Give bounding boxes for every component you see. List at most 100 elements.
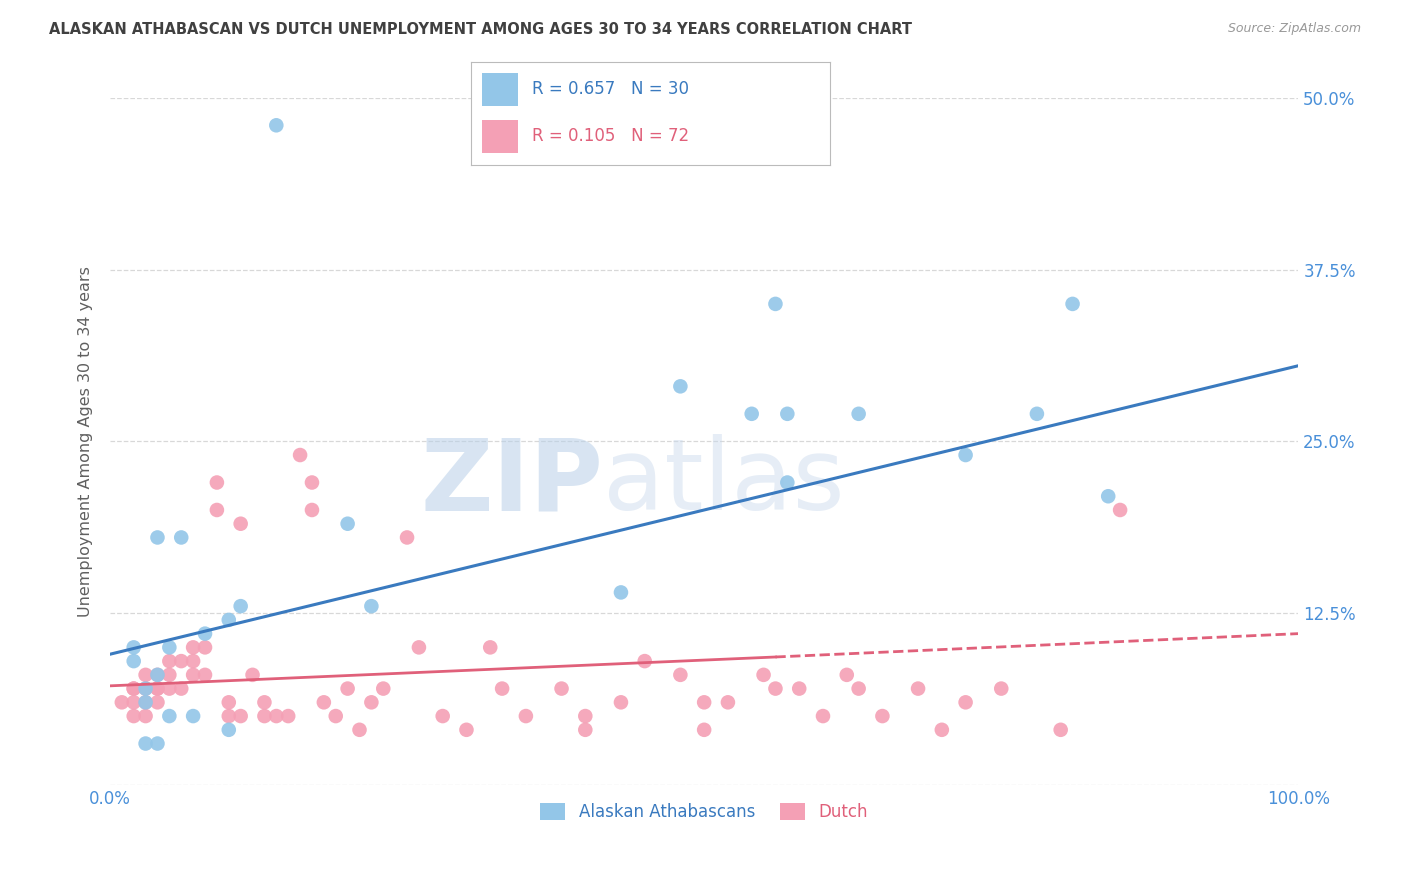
Point [955,448,977,462]
Point [266,709,288,723]
Point [194,640,217,655]
Point [170,681,193,696]
Point [122,709,145,723]
Point [122,640,145,655]
Text: Source: ZipAtlas.com: Source: ZipAtlas.com [1227,22,1361,36]
Point [1062,297,1084,311]
Point [610,695,633,709]
Point [242,668,264,682]
Point [325,709,347,723]
Point [146,681,169,696]
Point [205,475,228,490]
Point [146,695,169,709]
Point [1025,407,1047,421]
Point [146,681,169,696]
Point [336,681,359,696]
Point [634,654,657,668]
Point [765,297,787,311]
Point [170,654,193,668]
Point [253,695,276,709]
Point [146,531,169,545]
Point [848,681,870,696]
Point [205,503,228,517]
Point [181,668,204,682]
Point [360,695,382,709]
Point [396,531,419,545]
Point [301,475,323,490]
Point [181,640,204,655]
Point [574,723,596,737]
Point [491,681,513,696]
Point [135,737,157,751]
Point [741,407,763,421]
Point [181,654,204,668]
Point [266,118,288,132]
Point [776,475,799,490]
Point [218,613,240,627]
Point [135,668,157,682]
Point [349,723,371,737]
Point [146,737,169,751]
Point [146,668,169,682]
Text: ALASKAN ATHABASCAN VS DUTCH UNEMPLOYMENT AMONG AGES 30 TO 34 YEARS CORRELATION C: ALASKAN ATHABASCAN VS DUTCH UNEMPLOYMENT… [49,22,912,37]
Point [301,503,323,517]
Point [848,407,870,421]
Point [122,654,145,668]
Point [669,668,692,682]
Point [229,516,252,531]
Point [288,448,311,462]
Point [229,599,252,614]
Point [872,709,894,723]
Point [135,681,157,696]
Point [194,626,217,640]
Point [373,681,395,696]
Point [1049,723,1071,737]
Point [787,681,810,696]
Text: R = 0.105   N = 72: R = 0.105 N = 72 [531,127,689,145]
Text: R = 0.657   N = 30: R = 0.657 N = 30 [531,79,689,97]
Point [312,695,335,709]
Point [479,640,502,655]
Bar [482,73,517,105]
Point [907,681,929,696]
Point [776,407,799,421]
Point [990,681,1012,696]
Point [122,681,145,696]
Text: atlas: atlas [603,434,845,531]
Point [218,709,240,723]
Point [253,709,276,723]
Point [432,709,454,723]
Bar [482,120,517,153]
Point [931,723,953,737]
Point [835,668,858,682]
Point [135,681,157,696]
Point [277,709,299,723]
Point [135,695,157,709]
Point [157,640,180,655]
Point [574,709,596,723]
Point [765,681,787,696]
Point [456,723,478,737]
Point [669,379,692,393]
Point [157,654,180,668]
Point [170,531,193,545]
Point [122,681,145,696]
Point [181,709,204,723]
Point [157,681,180,696]
Point [360,599,382,614]
Point [111,695,134,709]
Point [229,709,252,723]
Y-axis label: Unemployment Among Ages 30 to 34 years: Unemployment Among Ages 30 to 34 years [79,266,93,616]
Point [610,585,633,599]
Point [955,695,977,709]
Point [336,516,359,531]
Text: ZIP: ZIP [420,434,603,531]
Point [550,681,572,696]
Legend: Alaskan Athabascans, Dutch: Alaskan Athabascans, Dutch [534,797,875,828]
Point [135,709,157,723]
Point [752,668,775,682]
Point [811,709,834,723]
Point [157,668,180,682]
Point [693,723,716,737]
Point [122,695,145,709]
